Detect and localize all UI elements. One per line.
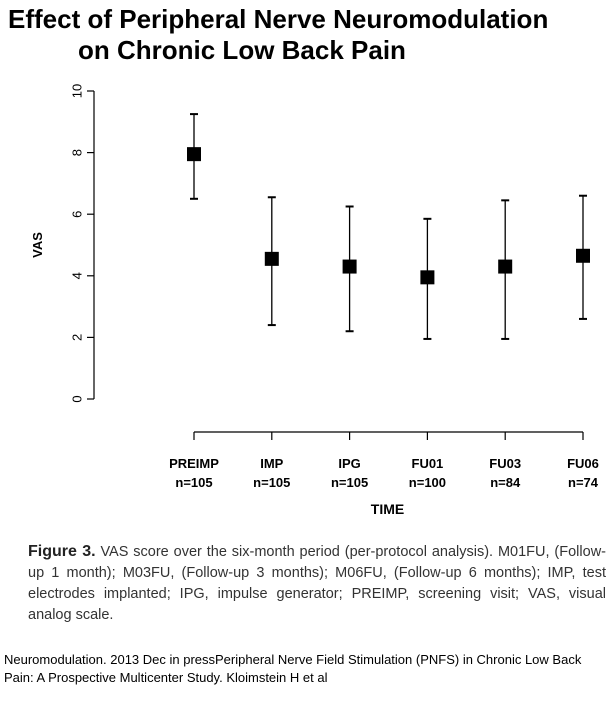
figure-caption-label: Figure 3.: [28, 543, 96, 560]
x-tick-sample-size: n=105: [175, 475, 212, 490]
y-tick-label: 2: [69, 334, 84, 341]
chart-axes: 0 2 4 6 8 10 VAS PREIMP n=105 IMP n=105 IPG n=105 FU0…: [30, 84, 599, 517]
mean-marker: [576, 248, 590, 263]
y-tick-label: 6: [69, 211, 84, 218]
chart-marks: [187, 113, 590, 340]
x-tick-sample-size: n=74: [568, 475, 599, 490]
chart-title-line1: Effect of Peripheral Nerve Neuromodulati…: [8, 4, 549, 34]
x-tick-label: PREIMP: [169, 456, 219, 471]
x-tick-label: IMP: [260, 456, 283, 471]
y-tick-label: 0: [69, 395, 84, 402]
vas-chart: 0 2 4 6 8 10 VAS PREIMP n=105 IMP n=105 IPG n=105 FU0…: [30, 84, 599, 517]
mean-marker: [264, 251, 279, 266]
mean-marker: [342, 259, 357, 274]
x-tick-sample-size: n=84: [490, 475, 521, 490]
x-axis-title: TIME: [371, 501, 404, 517]
chart-title-line2: on Chronic Low Back Pain: [78, 35, 406, 65]
x-tick-sample-size: n=100: [409, 475, 446, 490]
x-tick-label: FU01: [412, 456, 444, 471]
mean-marker: [498, 259, 513, 274]
y-tick-label: 10: [69, 84, 84, 98]
x-tick-sample-size: n=105: [253, 475, 290, 490]
mean-marker: [420, 270, 435, 285]
source-citation: Neuromodulation. 2013 Dec in pressPeriph…: [4, 652, 582, 685]
chart-title: Effect of Peripheral Nerve Neuromodulati…: [0, 4, 616, 66]
figure-caption-text: VAS score over the six-month period (per…: [28, 544, 606, 623]
y-tick-label: 8: [69, 149, 84, 156]
x-tick-label: FU03: [489, 456, 521, 471]
figure-caption: Figure 3. VAS score over the six-month p…: [28, 541, 606, 626]
y-tick-label: 4: [69, 272, 84, 279]
x-tick-label: FU06: [567, 456, 599, 471]
x-tick-sample-size: n=105: [331, 475, 368, 490]
x-tick-label: IPG: [338, 456, 360, 471]
y-axis-title: VAS: [30, 232, 45, 258]
mean-marker: [187, 147, 201, 162]
